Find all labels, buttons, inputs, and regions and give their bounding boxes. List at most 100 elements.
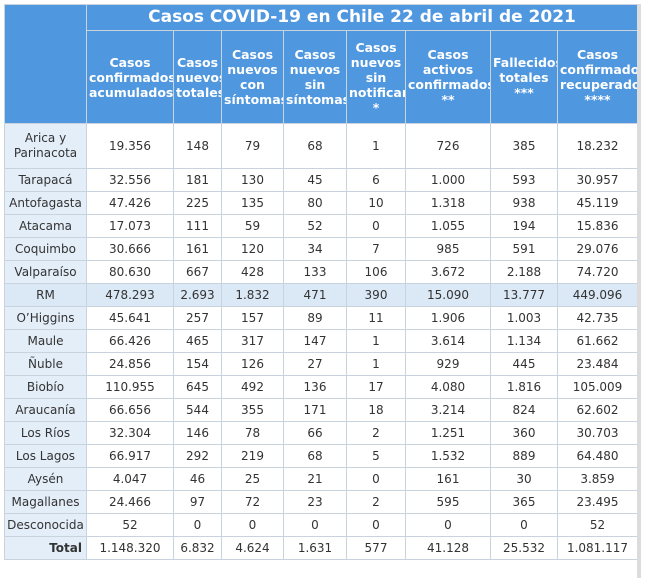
data-row: Aysén 4.047 46 25 21 0 161 30 3.859: [4, 467, 638, 491]
value-cell: 34: [283, 237, 347, 261]
data-row: Coquimbo 30.666 161 120 34 7 985 591 29.076: [4, 237, 638, 261]
value-cell: 1.000: [405, 168, 491, 192]
value-cell: 1.055: [405, 214, 491, 238]
value-cell: 45.119: [557, 191, 638, 215]
region-cell: Magallanes: [4, 490, 87, 514]
value-cell: 194: [490, 214, 558, 238]
region-cell: Valparaíso: [4, 260, 87, 284]
value-cell: 667: [173, 260, 222, 284]
value-cell: 17.073: [86, 214, 174, 238]
value-cell: 292: [173, 444, 222, 468]
region-cell: Arica y Parinacota: [4, 123, 87, 169]
value-cell: 7: [346, 237, 406, 261]
value-cell: 30.703: [557, 421, 638, 445]
data-row: Araucanía 66.656 544 355 171 18 3.214 824 62.602: [4, 398, 638, 422]
value-cell: 110.955: [86, 375, 174, 399]
total-row: Total 1.148.320 6.832 4.624 1.631 577 41.128 25…: [4, 536, 638, 560]
value-cell: 154: [173, 352, 222, 376]
value-cell: 68: [283, 444, 347, 468]
value-cell: 478.293: [86, 283, 174, 307]
value-cell: 1.832: [221, 283, 284, 307]
data-row: Antofagasta 47.426 225 135 80 10 1.318 938 45.11…: [4, 191, 638, 215]
value-cell: 66.917: [86, 444, 174, 468]
value-cell: 30.957: [557, 168, 638, 192]
value-cell: 1.816: [490, 375, 558, 399]
value-cell: 0: [173, 513, 222, 537]
value-cell: 0: [405, 513, 491, 537]
value-cell: 1.318: [405, 191, 491, 215]
value-cell: 89: [283, 306, 347, 330]
value-cell: 10: [346, 191, 406, 215]
value-cell: 938: [490, 191, 558, 215]
data-row: Valparaíso 80.630 667 428 133 106 3.672 2.188 74…: [4, 260, 638, 284]
value-cell: 66: [283, 421, 347, 445]
total-cell: 25.532: [490, 536, 558, 560]
data-row: Desconocida 52 0 0 0 0 0 0 52: [4, 513, 638, 537]
value-cell: 106: [346, 260, 406, 284]
table-title: Casos COVID-19 en Chile 22 de abril de 2…: [86, 4, 638, 31]
value-cell: 13.777: [490, 283, 558, 307]
value-cell: 15.836: [557, 214, 638, 238]
scrollbar: [637, 4, 641, 578]
data-row: Maule 66.426 465 317 147 1 3.614 1.134 61.662: [4, 329, 638, 353]
column-header: Casos confirmados recuperados ****: [557, 30, 638, 124]
value-cell: 32.556: [86, 168, 174, 192]
value-cell: 135: [221, 191, 284, 215]
value-cell: 2: [346, 490, 406, 514]
value-cell: 595: [405, 490, 491, 514]
value-cell: 61.662: [557, 329, 638, 353]
value-cell: 97: [173, 490, 222, 514]
value-cell: 23.484: [557, 352, 638, 376]
value-cell: 5: [346, 444, 406, 468]
value-cell: 80.630: [86, 260, 174, 284]
value-cell: 25: [221, 467, 284, 491]
value-cell: 929: [405, 352, 491, 376]
value-cell: 161: [173, 237, 222, 261]
data-row: Ñuble 24.856 154 126 27 1 929 445 23.484: [4, 352, 638, 376]
region-cell: Ñuble: [4, 352, 87, 376]
value-cell: 544: [173, 398, 222, 422]
value-cell: 2.188: [490, 260, 558, 284]
value-cell: 133: [283, 260, 347, 284]
value-cell: 17: [346, 375, 406, 399]
data-row: O’Higgins 45.641 257 157 89 11 1.906 1.003 42.73…: [4, 306, 638, 330]
data-row: Tarapacá 32.556 181 130 45 6 1.000 593 30.957: [4, 168, 638, 192]
value-cell: 18: [346, 398, 406, 422]
total-cell: 577: [346, 536, 406, 560]
value-cell: 824: [490, 398, 558, 422]
value-cell: 32.304: [86, 421, 174, 445]
value-cell: 42.735: [557, 306, 638, 330]
value-cell: 80: [283, 191, 347, 215]
value-cell: 1.251: [405, 421, 491, 445]
value-cell: 355: [221, 398, 284, 422]
value-cell: 317: [221, 329, 284, 353]
value-cell: 130: [221, 168, 284, 192]
value-cell: 64.480: [557, 444, 638, 468]
column-header: Casos activos confirmados **: [405, 30, 491, 124]
value-cell: 15.090: [405, 283, 491, 307]
data-row: RM 478.293 2.693 1.832 471 390 15.090 13.777 449…: [4, 283, 638, 307]
value-cell: 147: [283, 329, 347, 353]
value-cell: 18.232: [557, 123, 638, 169]
value-cell: 120: [221, 237, 284, 261]
region-cell: RM: [4, 283, 87, 307]
value-cell: 889: [490, 444, 558, 468]
value-cell: 23.495: [557, 490, 638, 514]
covid-table: Casos COVID-19 en Chile 22 de abril de 2…: [4, 4, 638, 560]
data-row: Biobío 110.955 645 492 136 17 4.080 1.816 105.00…: [4, 375, 638, 399]
value-cell: 1: [346, 352, 406, 376]
value-cell: 2.693: [173, 283, 222, 307]
value-cell: 59: [221, 214, 284, 238]
value-cell: 225: [173, 191, 222, 215]
value-cell: 985: [405, 237, 491, 261]
value-cell: 29.076: [557, 237, 638, 261]
region-cell: Biobío: [4, 375, 87, 399]
value-cell: 62.602: [557, 398, 638, 422]
value-cell: 27: [283, 352, 347, 376]
column-header: Casos nuevos totales: [173, 30, 222, 124]
value-cell: 1.532: [405, 444, 491, 468]
value-cell: 726: [405, 123, 491, 169]
value-cell: 0: [221, 513, 284, 537]
value-cell: 2: [346, 421, 406, 445]
value-cell: 492: [221, 375, 284, 399]
